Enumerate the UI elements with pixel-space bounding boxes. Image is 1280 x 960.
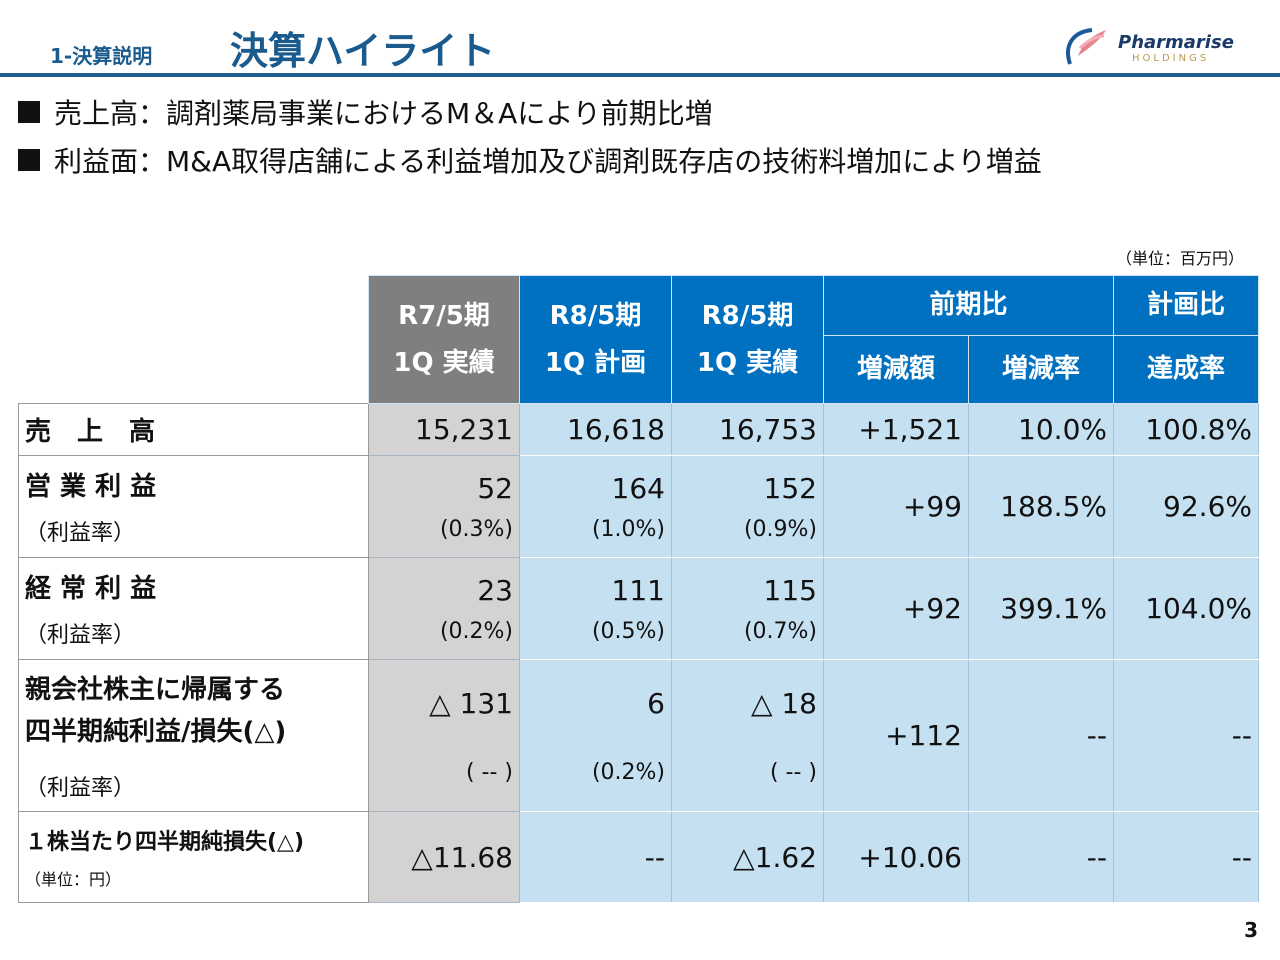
cell: -- — [1113, 659, 1259, 812]
bullet-text: 利益面：M&A取得店舗による利益増加及び調剤既存店の技術料増加により増益 — [54, 145, 1042, 178]
cell: 16,753 — [671, 403, 824, 456]
cell: 6 (0.2%) — [519, 659, 672, 812]
page-number: 3 — [1244, 918, 1258, 942]
col-header-r8-actual: R8/5期 1Q 実績 — [671, 275, 824, 404]
cell: +10.06 — [823, 811, 969, 903]
cell: 10.0% — [968, 403, 1114, 456]
cell: +1,521 — [823, 403, 969, 456]
company-logo: Pharmarise HOLDINGS — [1062, 26, 1234, 70]
bullet-text: 売上高：調剤薬局事業におけるM＆Aにより前期比増 — [54, 97, 713, 130]
square-bullet-icon — [18, 101, 40, 123]
cell: 15,231 — [368, 403, 520, 456]
table-row-operating-income: 営 業 利 益（利益率） 52 (0.3%) 164 (1.0%) 152 (0.9%… — [18, 455, 1259, 558]
square-bullet-icon — [18, 149, 40, 171]
row-label: 親会社株主に帰属する 四半期純利益/損失(△) （利益率） — [18, 659, 369, 812]
cell: 115 (0.7%) — [671, 557, 824, 660]
cell: 100.8% — [1113, 403, 1259, 456]
cell: +112 — [823, 659, 969, 812]
cell: △11.68 — [368, 811, 520, 903]
cell: 164 (1.0%) — [519, 455, 672, 558]
logo-name: Pharmarise — [1118, 32, 1234, 53]
page-title: 決算ハイライト — [230, 29, 496, 73]
cell: +92 — [823, 557, 969, 660]
cell: 399.1% — [968, 557, 1114, 660]
bullet-sales: 売上高：調剤薬局事業におけるM＆Aにより前期比増 — [18, 92, 713, 132]
table-row-eps: １株当たり四半期純損失(△) （単位：円） △11.68 -- △1.62 +10… — [18, 811, 1259, 903]
cell: 23 (0.2%) — [368, 557, 520, 660]
cell: 16,618 — [519, 403, 672, 456]
cell: -- — [968, 659, 1114, 812]
financial-highlights-table: R7/5期 1Q 実績 R8/5期 1Q 計画 R8/5期 1Q 実績 前期比 計画比… — [18, 275, 1259, 903]
row-label: 売 上 高 — [18, 403, 369, 456]
cell: 104.0% — [1113, 557, 1259, 660]
col-header-change-rate: 増減率 — [968, 335, 1114, 404]
cell: 188.5% — [968, 455, 1114, 558]
col-group-vs-plan: 計画比 — [1113, 275, 1259, 336]
row-label: 経 常 利 益（利益率） — [18, 557, 369, 660]
cell: △ 18( -- ) — [671, 659, 824, 812]
col-header-r8-plan: R8/5期 1Q 計画 — [519, 275, 672, 404]
cell: △ 131( -- ) — [368, 659, 520, 812]
cell: -- — [968, 811, 1114, 903]
col-group-yoy: 前期比 — [823, 275, 1114, 336]
bullet-profit: 利益面：M&A取得店舗による利益増加及び調剤既存店の技術料増加により増益 — [18, 140, 1042, 180]
logo-mark-icon — [1066, 28, 1106, 65]
col-header-change-amount: 増減額 — [823, 335, 969, 404]
cell: +99 — [823, 455, 969, 558]
col-header-achievement-rate: 達成率 — [1113, 335, 1259, 404]
section-label: 1-決算説明 — [50, 44, 153, 68]
table-row-ordinary-income: 経 常 利 益（利益率） 23 (0.2%) 111 (0.5%) 115 (0.7%… — [18, 557, 1259, 660]
unit-note: （単位：百万円） — [1116, 249, 1245, 268]
table-row-net-income: 親会社株主に帰属する 四半期純利益/損失(△) （利益率） △ 131( -- ) … — [18, 659, 1259, 812]
cell: 92.6% — [1113, 455, 1259, 558]
logo-sub: HOLDINGS — [1132, 53, 1210, 64]
empty-corner — [18, 275, 369, 404]
table-row-sales: 売 上 高 15,231 16,618 16,753 +1,521 10.0% … — [18, 403, 1259, 456]
cell: -- — [519, 811, 672, 903]
cell: -- — [1113, 811, 1259, 903]
row-label: 営 業 利 益（利益率） — [18, 455, 369, 558]
col-header-r7-actual: R7/5期 1Q 実績 — [368, 275, 520, 404]
cell: △1.62 — [671, 811, 824, 903]
header-rule — [0, 73, 1280, 77]
row-label: １株当たり四半期純損失(△) （単位：円） — [18, 811, 369, 903]
cell: 152 (0.9%) — [671, 455, 824, 558]
cell: 111 (0.5%) — [519, 557, 672, 660]
cell: 52 (0.3%) — [368, 455, 520, 558]
